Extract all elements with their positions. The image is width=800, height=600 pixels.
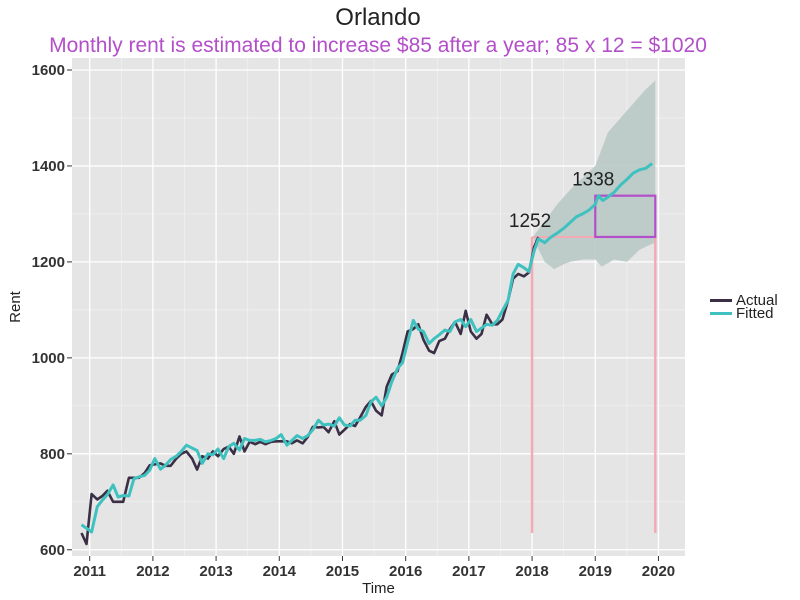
x-tick-label: 2011 — [73, 563, 106, 580]
legend-item-fitted: Fitted — [710, 305, 778, 322]
legend-label-actual: Actual — [736, 292, 778, 309]
x-tick-label: 2020 — [642, 563, 675, 580]
x-tick-label: 2014 — [263, 563, 297, 580]
y-axis-title: Rent — [7, 290, 24, 323]
x-tick-label: 2012 — [136, 563, 169, 580]
x-tick-label: 2018 — [515, 563, 548, 580]
y-tick-label: 1600 — [32, 62, 65, 79]
x-tick-label: 2016 — [389, 563, 422, 580]
y-tick-label: 800 — [40, 446, 65, 463]
annotation-label: 1338 — [572, 170, 614, 191]
plot-panel — [72, 58, 685, 556]
y-tick-label: 600 — [40, 542, 65, 559]
confidence-band — [534, 80, 656, 270]
series-line-fitted — [80, 162, 654, 534]
x-tick-label: 2017 — [452, 563, 485, 580]
annotation-label: 1252 — [509, 211, 551, 232]
legend-key-actual — [710, 299, 732, 302]
y-tick-label: 1400 — [32, 158, 65, 175]
legend-key-fitted — [710, 312, 732, 315]
y-tick-label: 1200 — [32, 254, 65, 271]
legend-label-fitted: Fitted — [736, 305, 774, 322]
legend: Actual Fitted — [710, 292, 778, 322]
y-tick-label: 1000 — [32, 350, 65, 367]
chart-title: Orlando — [335, 4, 421, 31]
chart-subtitle: Monthly rent is estimated to increase $8… — [49, 34, 707, 57]
highlight-box — [594, 194, 657, 239]
x-tick-label: 2019 — [579, 563, 612, 580]
legend-item-actual: Actual — [710, 292, 778, 309]
x-axis-title: Time — [362, 580, 395, 597]
x-tick-label: 2013 — [199, 563, 232, 580]
x-tick-label: 2015 — [326, 563, 359, 580]
